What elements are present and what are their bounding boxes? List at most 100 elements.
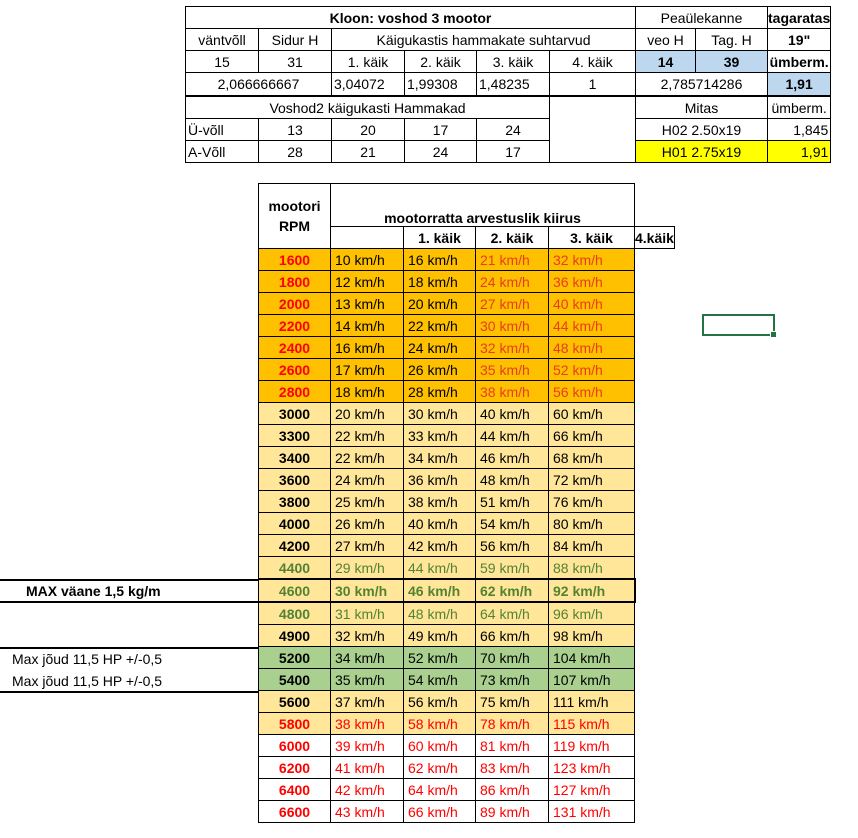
speed-cell-gear-4[interactable]: 98 km/h: [548, 624, 635, 647]
speed-header[interactable]: mootorratta arvestuslik kiirus: [330, 183, 635, 227]
voshod2-header[interactable]: Voshod2 käigukasti Hammakad: [185, 95, 550, 119]
speed-cell-gear-3[interactable]: 59 km/h: [475, 556, 549, 580]
speed-cell-gear-4[interactable]: 119 km/h: [548, 734, 635, 757]
speed-cell-gear-4[interactable]: 115 km/h: [548, 712, 635, 735]
speed-cell-gear-4[interactable]: 80 km/h: [548, 512, 635, 535]
speed-cell-gear-3[interactable]: 83 km/h: [475, 756, 549, 779]
speed-cell-gear-1[interactable]: 18 km/h: [330, 380, 404, 403]
speed-cell-gear-1[interactable]: 27 km/h: [330, 534, 404, 557]
rpm-cell[interactable]: 6200: [258, 756, 331, 779]
ratio-1[interactable]: 3,04072: [331, 72, 405, 97]
speed-cell-gear-4[interactable]: 40 km/h: [548, 292, 635, 315]
speed-cell-gear-4[interactable]: 48 km/h: [548, 336, 635, 359]
speed-cell-gear-1[interactable]: 42 km/h: [330, 778, 404, 801]
speed-cell-gear-4[interactable]: 131 km/h: [548, 800, 635, 823]
gear-col-3[interactable]: 3. käik: [548, 226, 635, 249]
col-tag[interactable]: Tag. H: [695, 28, 768, 51]
speed-cell-gear-2[interactable]: 16 km/h: [403, 248, 476, 271]
rpm-cell[interactable]: 2400: [258, 336, 331, 359]
ratio-2[interactable]: 1,99308: [404, 72, 477, 97]
rpm-cell[interactable]: 6400: [258, 778, 331, 801]
speed-cell-gear-2[interactable]: 40 km/h: [403, 512, 476, 535]
rpm-cell[interactable]: 4900: [258, 624, 331, 647]
tire-h01-value[interactable]: 1,91: [766, 140, 832, 163]
value-31[interactable]: 31: [258, 50, 332, 73]
gear-3-label[interactable]: 3. käik: [476, 50, 550, 73]
speed-cell-gear-2[interactable]: 58 km/h: [403, 712, 476, 735]
speed-cell-gear-2[interactable]: 60 km/h: [403, 734, 476, 757]
speed-cell-gear-2[interactable]: 62 km/h: [403, 756, 476, 779]
speed-cell-gear-3[interactable]: 56 km/h: [475, 534, 549, 557]
rpm-cell[interactable]: 2600: [258, 358, 331, 381]
speed-cell-gear-3[interactable]: 35 km/h: [475, 358, 549, 381]
u-voll-label[interactable]: Ü-võll: [185, 118, 259, 141]
speed-cell-gear-3[interactable]: 44 km/h: [475, 424, 549, 447]
speed-cell-gear-4[interactable]: 68 km/h: [548, 446, 635, 469]
speed-cell-gear-1[interactable]: 24 km/h: [330, 468, 404, 491]
speed-cell-gear-4[interactable]: 123 km/h: [548, 756, 635, 779]
speed-cell-gear-3[interactable]: 24 km/h: [475, 270, 549, 293]
speed-cell-gear-1[interactable]: 22 km/h: [330, 446, 404, 469]
speed-cell-gear-4[interactable]: 92 km/h: [548, 578, 636, 603]
speed-cell-gear-1[interactable]: 37 km/h: [330, 690, 404, 713]
speed-cell-gear-4[interactable]: 96 km/h: [548, 601, 635, 625]
rpm-cell[interactable]: 5200: [258, 646, 331, 669]
speed-cell-gear-2[interactable]: 34 km/h: [403, 446, 476, 469]
rpm-cell[interactable]: 6600: [258, 800, 331, 823]
speed-cell-gear-3[interactable]: 89 km/h: [475, 800, 549, 823]
rpm-cell[interactable]: 6000: [258, 734, 331, 757]
speed-cell-gear-1[interactable]: 12 km/h: [330, 270, 404, 293]
rpm-cell[interactable]: 4400: [258, 556, 331, 580]
speed-cell-gear-4[interactable]: 127 km/h: [548, 778, 635, 801]
speed-cell-gear-3[interactable]: 32 km/h: [475, 336, 549, 359]
speed-cell-gear-2[interactable]: 33 km/h: [403, 424, 476, 447]
rpm-header-blank[interactable]: [330, 226, 404, 249]
umberm-value[interactable]: 1,91: [766, 72, 832, 97]
speed-cell-gear-3[interactable]: 66 km/h: [475, 624, 549, 647]
clone-title[interactable]: Kloon: voshod 3 mootor: [185, 6, 636, 29]
speed-cell-gear-3[interactable]: 40 km/h: [475, 402, 549, 425]
speed-cell-gear-2[interactable]: 52 km/h: [403, 646, 476, 669]
u-voll-value[interactable]: 24: [476, 118, 550, 141]
speed-cell-gear-1[interactable]: 35 km/h: [330, 668, 404, 691]
speed-cell-gear-1[interactable]: 20 km/h: [330, 402, 404, 425]
speed-cell-gear-2[interactable]: 36 km/h: [403, 468, 476, 491]
speed-cell-gear-2[interactable]: 20 km/h: [403, 292, 476, 315]
speed-cell-gear-3[interactable]: 81 km/h: [475, 734, 549, 757]
speed-cell-gear-4[interactable]: 88 km/h: [548, 556, 635, 580]
empty-cell[interactable]: [549, 95, 636, 163]
speed-cell-gear-2[interactable]: 26 km/h: [403, 358, 476, 381]
a-voll-value[interactable]: 17: [476, 140, 550, 163]
gear-col-2[interactable]: 2. käik: [475, 226, 549, 249]
speed-cell-gear-2[interactable]: 38 km/h: [403, 490, 476, 513]
value-14[interactable]: 14: [635, 50, 696, 73]
speed-cell-gear-3[interactable]: 30 km/h: [475, 314, 549, 337]
speed-cell-gear-1[interactable]: 29 km/h: [330, 556, 404, 580]
umberm-header-2[interactable]: ümberm.: [766, 95, 832, 119]
a-voll-label[interactable]: A-Võll: [185, 140, 259, 163]
gear-col-1[interactable]: 1. käik: [403, 226, 476, 249]
speed-cell-gear-4[interactable]: 56 km/h: [548, 380, 635, 403]
umberm-label[interactable]: ümberm.: [766, 50, 832, 73]
col-19[interactable]: 19": [766, 28, 832, 51]
speed-cell-gear-1[interactable]: 38 km/h: [330, 712, 404, 735]
rpm-cell[interactable]: 2000: [258, 292, 331, 315]
speed-cell-gear-1[interactable]: 14 km/h: [330, 314, 404, 337]
speed-cell-gear-1[interactable]: 17 km/h: [330, 358, 404, 381]
speed-cell-gear-3[interactable]: 46 km/h: [475, 446, 549, 469]
speed-cell-gear-3[interactable]: 21 km/h: [475, 248, 549, 271]
rpm-cell[interactable]: 5600: [258, 690, 331, 713]
speed-cell-gear-2[interactable]: 56 km/h: [403, 690, 476, 713]
speed-cell-gear-4[interactable]: 52 km/h: [548, 358, 635, 381]
tagaratas-header[interactable]: tagaratas: [766, 6, 832, 29]
rpm-cell[interactable]: 3300: [258, 424, 331, 447]
rpm-cell[interactable]: 4600: [258, 578, 331, 603]
rpm-cell[interactable]: 3600: [258, 468, 331, 491]
ratio-4[interactable]: 1: [549, 72, 636, 97]
speed-cell-gear-4[interactable]: 44 km/h: [548, 314, 635, 337]
rpm-cell[interactable]: 5800: [258, 712, 331, 735]
speed-cell-gear-2[interactable]: 30 km/h: [403, 402, 476, 425]
speed-cell-gear-2[interactable]: 49 km/h: [403, 624, 476, 647]
col-veo[interactable]: veo H: [635, 28, 696, 51]
rpm-cell[interactable]: 4800: [258, 601, 331, 625]
